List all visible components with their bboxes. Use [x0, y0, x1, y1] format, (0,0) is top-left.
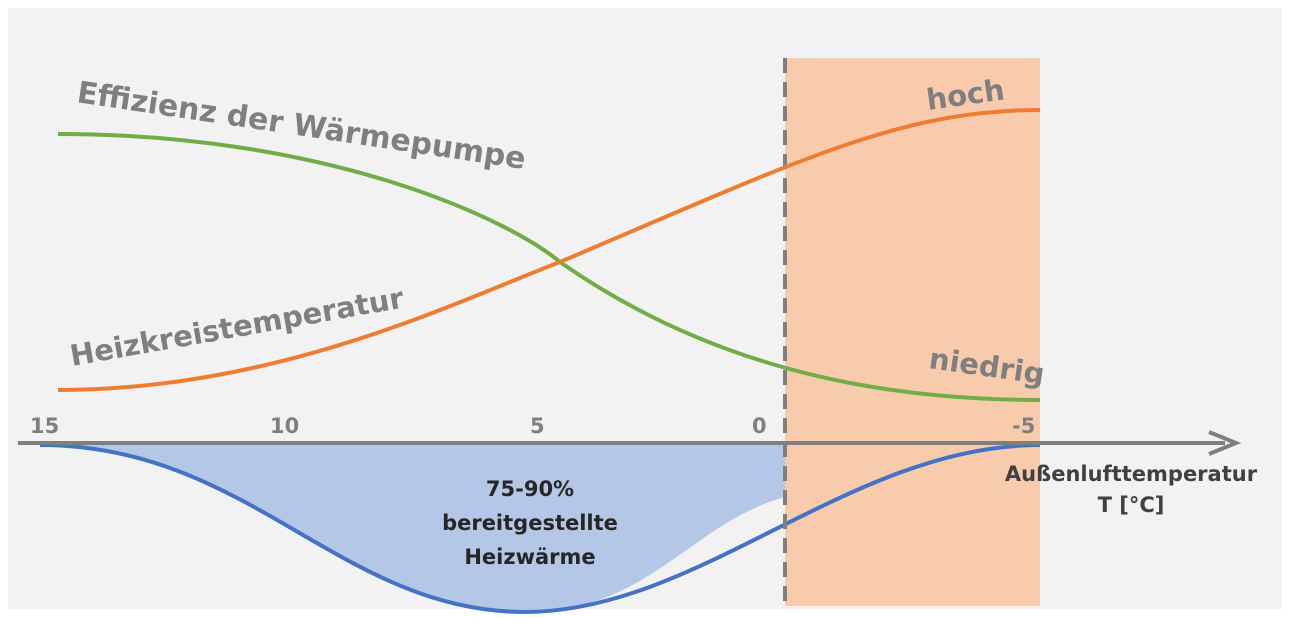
- tick-label-0: 0: [752, 414, 767, 438]
- cold-zone: [785, 58, 1040, 606]
- heating-temperature-curve-label: Heizkreistemperatur: [67, 281, 407, 373]
- efficiency-curve-label: Effizienz der Wärmepumpe: [75, 75, 528, 177]
- tick-label-15: 15: [30, 414, 59, 438]
- heat-demand-area: [40, 445, 785, 612]
- heating-temperature-curve: [57, 108, 1041, 392]
- area-label-line-3: Heizwärme: [464, 545, 595, 569]
- tick-label-5: 5: [530, 414, 545, 438]
- axis-title-line-1: Außenlufttemperatur: [1005, 462, 1258, 486]
- heat-demand-curve: [39, 443, 1041, 615]
- tick-label-minus-5: -5: [1012, 414, 1035, 438]
- tick-label-10: 10: [270, 414, 299, 438]
- area-label-line-1: 75-90%: [486, 477, 574, 501]
- area-label-line-2: bereitgestellte: [442, 511, 618, 535]
- axis-arrowhead: [1208, 430, 1242, 456]
- axis-title-line-2: T [°C]: [1098, 493, 1165, 517]
